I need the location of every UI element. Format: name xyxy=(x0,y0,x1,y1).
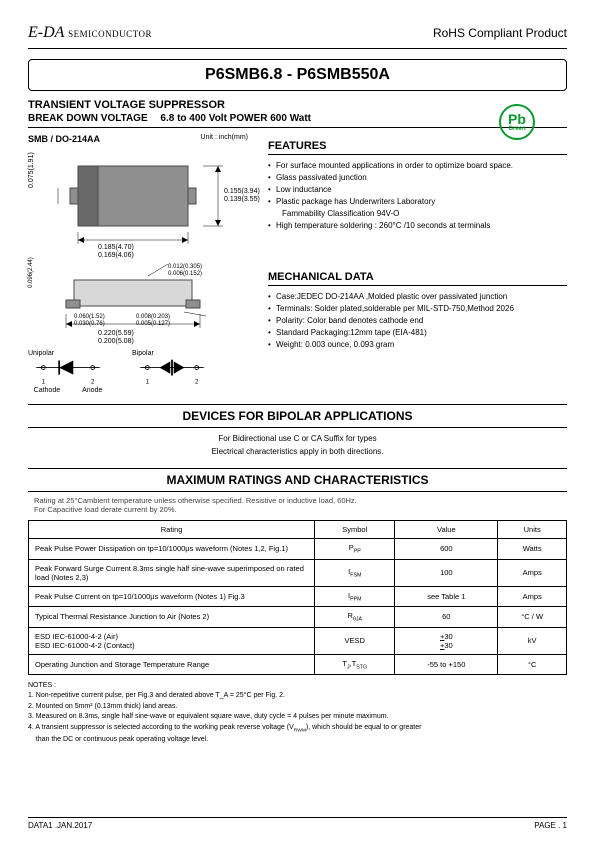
breakdown-voltage: BREAK DOWN VOLTAGE 6.8 to 400 Volt POWER… xyxy=(28,113,567,128)
feature-item: Low inductance xyxy=(268,183,567,195)
table-row: Typical Thermal Resistance Junction to A… xyxy=(29,607,567,628)
unipolar-label: Unipolar xyxy=(28,350,54,357)
features-heading: FEATURES xyxy=(268,140,567,155)
rohs-label: RoHS Compliant Product xyxy=(433,26,567,40)
dim-b2: 0.006(0.152) xyxy=(168,271,202,277)
notes-heading: NOTES : xyxy=(28,681,567,690)
dim-e1: 0.220(5.59) xyxy=(98,330,134,337)
rating-note2: For Capacitive load derate current by 20… xyxy=(34,505,177,514)
package-outline-column: SMB / DO-214AA Unit : inch(mm) 0.155(3.9… xyxy=(28,134,258,394)
table-row: Operating Junction and Storage Temperatu… xyxy=(29,654,567,675)
mech-item: Terminals: Solder plated,solderable per … xyxy=(268,302,567,314)
pb-text: Pb xyxy=(508,112,526,126)
dim-c1: 0.060(1.52) xyxy=(74,314,105,320)
package-top-view xyxy=(28,152,238,252)
pb-sub: Green xyxy=(508,126,525,132)
polarity-symbols: Unipolar 1 2 Cathode Anode Bipolar xyxy=(28,350,258,394)
feature-item: For surface mounted applications in orde… xyxy=(268,159,567,171)
feature-item: Plastic package has Underwriters Laborat… xyxy=(268,195,567,207)
part-title: P6SMB6.8 - P6SMB550A xyxy=(28,59,567,91)
dim-b1: 0.012(0.305) xyxy=(168,264,202,270)
svg-text:1: 1 xyxy=(42,378,46,385)
anode-label: Anode xyxy=(82,387,102,394)
max-ratings-heading: MAXIMUM RATINGS AND CHARACTERISTICS xyxy=(28,468,567,492)
page-footer: DATA1 .JAN.2017 PAGE . 1 xyxy=(28,817,567,830)
feature-item: High temperature soldering : 260°C /10 s… xyxy=(268,219,567,231)
table-row: ESD IEC-61000-4-2 (Air)ESD IEC-61000-4-2… xyxy=(29,627,567,654)
svg-text:2: 2 xyxy=(195,378,199,385)
th-rating: Rating xyxy=(29,521,315,539)
header-rule xyxy=(28,48,567,49)
dim-h2: 0.139(3.55) xyxy=(224,196,260,203)
feature-item-sub: Fammability Classification 94V-O xyxy=(268,207,567,219)
mech-item: Standard Packaging:12mm tape (EIA-481) xyxy=(268,326,567,338)
footer-page: PAGE . 1 xyxy=(534,821,567,830)
bipolar-label: Bipolar xyxy=(132,350,154,357)
bipolar-note1: For Bidirectional use C or CA Suffix for… xyxy=(28,432,567,445)
unipolar-symbol: 1 2 xyxy=(28,357,108,387)
product-type: TRANSIENT VOLTAGE SUPPRESSOR xyxy=(28,99,567,111)
mech-item: Case:JEDEC DO-214AA ,Molded plastic over… xyxy=(268,290,567,302)
table-row: Peak Pulse Current on tp=10/1000µs wavef… xyxy=(29,586,567,607)
note-item: 1. Non-repetitive current pulse, per Fig… xyxy=(28,691,567,700)
company-logo: E-DA SEMICONDUCTOR xyxy=(28,24,152,42)
rating-note1: Rating at 25°Cambient temperature unless… xyxy=(34,496,357,505)
ratings-table: Rating Symbol Value Units Peak Pulse Pow… xyxy=(28,520,567,675)
th-units: Units xyxy=(498,521,567,539)
note-item: 4. A transient suppressor is selected ac… xyxy=(28,723,567,744)
dim-h1: 0.155(3.94) xyxy=(224,188,260,195)
company-sub: SEMICONDUCTOR xyxy=(68,29,152,39)
bipolar-section-heading: DEVICES FOR BIPOLAR APPLICATIONS xyxy=(28,404,567,428)
package-label: SMB / DO-214AA xyxy=(28,134,100,144)
dim-e2: 0.200(5.08) xyxy=(98,338,134,345)
dim-d2: 0.005(0.127) xyxy=(136,321,170,327)
pb-free-icon: Pb Green xyxy=(499,104,535,140)
svg-text:1: 1 xyxy=(146,378,150,385)
footnotes: NOTES : 1. Non-repetitive current pulse,… xyxy=(28,681,567,744)
rating-note: Rating at 25°Cambient temperature unless… xyxy=(28,496,567,514)
footer-date: DATA1 .JAN.2017 xyxy=(28,821,92,830)
features-list: For surface mounted applications in orde… xyxy=(268,159,567,231)
dim-d1: 0.008(0.203) xyxy=(136,314,170,320)
package-unit: Unit : inch(mm) xyxy=(201,134,248,144)
th-symbol: Symbol xyxy=(315,521,395,539)
dim-lead1: 0.075(1.91) xyxy=(28,152,35,188)
th-value: Value xyxy=(395,521,498,539)
bipolar-symbol: 1 2 xyxy=(132,357,212,387)
svg-text:2: 2 xyxy=(91,378,95,385)
company-main: E-DA xyxy=(28,24,64,41)
mech-heading: MECHANICAL DATA xyxy=(268,271,567,286)
note-item: 3. Measured on 8.3ms, single half sine-w… xyxy=(28,712,567,721)
dim-w1: 0.185(4.70) xyxy=(98,244,134,251)
feature-item: Glass passivated junction xyxy=(268,171,567,183)
page-header: E-DA SEMICONDUCTOR RoHS Compliant Produc… xyxy=(28,24,567,42)
dim-a1: 0.096(2.44) xyxy=(28,257,34,288)
cathode-label: Cathode xyxy=(34,387,60,394)
table-row: Peak Forward Surge Current 8.3ms single … xyxy=(29,559,567,586)
mech-item: Weight: 0.003 ounce, 0.093 gram xyxy=(268,338,567,350)
mech-list: Case:JEDEC DO-214AA ,Molded plastic over… xyxy=(268,290,567,350)
table-row: Peak Pulse Power Dissipation on tp=10/10… xyxy=(29,539,567,560)
mech-item: Polarity: Color band denotes cathode end xyxy=(268,314,567,326)
note-item: 2. Mounted on 5mm² (0.13mm thick) land a… xyxy=(28,702,567,711)
dim-c2: 0.030(0.76) xyxy=(74,321,105,327)
bipolar-note2: Electrical characteristics apply in both… xyxy=(28,445,567,458)
dim-w2: 0.169(4.06) xyxy=(98,252,134,259)
